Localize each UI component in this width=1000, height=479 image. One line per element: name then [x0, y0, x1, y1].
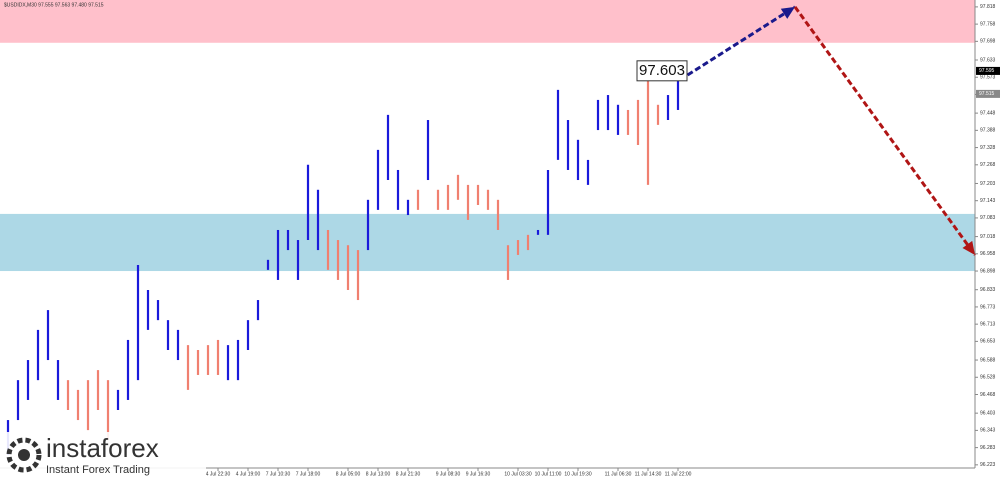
- price-marker-label: 97.595: [979, 68, 995, 74]
- x-tick-label: 7 Jul 18:00: [296, 471, 321, 477]
- zone: [0, 0, 975, 43]
- chart-title: $USDIDX,M30 97.555 97.563 97.480 97.515: [4, 2, 104, 8]
- logo-bg: [0, 432, 206, 479]
- price-marker-label: 97.515: [979, 91, 995, 97]
- y-tick-label: 97.268: [980, 162, 996, 168]
- y-tick-label: 96.343: [980, 428, 996, 434]
- price-marker-box: [976, 66, 1000, 75]
- x-tick-label: 9 Jul 08:30: [436, 471, 461, 477]
- y-tick-label: 96.653: [980, 339, 996, 345]
- x-tick-label: 11 Jul 06:30: [605, 471, 632, 477]
- x-tick-label: 7 Jul 10:30: [266, 471, 291, 477]
- price-label-box: [636, 60, 688, 82]
- x-tick-label: 11 Jul 22:00: [665, 471, 692, 477]
- x-tick-label: 10 Jul 11:00: [535, 471, 562, 477]
- logo: instaforex Instant Forex Trading: [0, 432, 206, 479]
- zone: [0, 213, 975, 272]
- y-tick-label: 96.898: [980, 268, 996, 274]
- y-tick-label: 96.833: [980, 287, 996, 293]
- y-tick-label: 97.328: [980, 145, 996, 151]
- y-tick-label: 97.018: [980, 234, 996, 240]
- x-tick-label: 4 Jul 22:30: [206, 471, 231, 477]
- y-tick-label: 96.528: [980, 375, 996, 381]
- x-tick-label: 11 Jul 14:30: [635, 471, 662, 477]
- arrow-head: [780, 6, 795, 19]
- y-tick-label: 97.818: [980, 4, 996, 10]
- logo-icon: [6, 437, 42, 473]
- x-tick-label: 4 Jul 19:00: [236, 471, 261, 477]
- y-tick-label: 96.588: [980, 357, 996, 363]
- y-tick-label: 97.388: [980, 128, 996, 134]
- y-tick-label: 97.143: [980, 198, 996, 204]
- x-tick-label: 10 Jul 03:30: [504, 471, 531, 477]
- arrow-head: [962, 240, 975, 255]
- y-tick-label: 96.713: [980, 321, 996, 327]
- y-tick-label: 96.283: [980, 445, 996, 451]
- price-label: 97.603: [639, 62, 685, 79]
- y-tick-label: 97.633: [980, 57, 996, 63]
- x-tick-label: 8 Jul 05:00: [336, 471, 361, 477]
- x-tick-label: 10 Jul 19:30: [564, 471, 591, 477]
- price-marker-box: [976, 89, 1000, 98]
- logo-name: instaforex: [46, 433, 159, 463]
- y-tick-label: 96.773: [980, 304, 996, 310]
- logo-icon-center: [18, 449, 30, 461]
- y-tick-label: 96.223: [980, 462, 996, 468]
- y-tick-label: 97.758: [980, 21, 996, 27]
- y-tick-label: 97.203: [980, 181, 996, 187]
- forecast-arrow: [679, 5, 796, 82]
- x-tick-label: 9 Jul 16:30: [466, 471, 491, 477]
- y-tick-label: 97.083: [980, 215, 996, 221]
- y-tick-label: 97.573: [980, 75, 996, 81]
- y-tick-label: 96.958: [980, 251, 996, 257]
- y-tick-label: 96.403: [980, 410, 996, 416]
- x-tick-label: 8 Jul 13:00: [366, 471, 391, 477]
- y-tick-label: 97.448: [980, 110, 996, 116]
- x-tick-label: 8 Jul 21:30: [396, 471, 421, 477]
- forecast-arrow: [793, 6, 977, 256]
- y-tick-label: 97.698: [980, 39, 996, 45]
- logo-tagline: Instant Forex Trading: [46, 464, 150, 476]
- y-tick-label: 96.468: [980, 392, 996, 398]
